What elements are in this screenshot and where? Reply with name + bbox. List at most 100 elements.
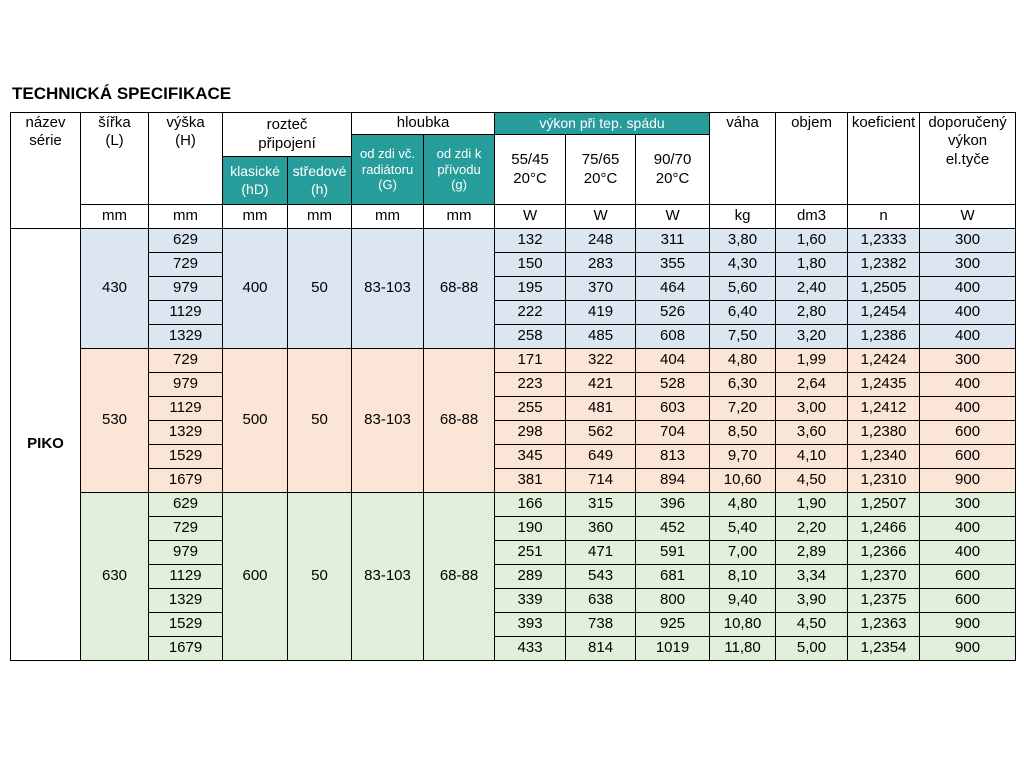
depth-supply-cell: 68-88 [423,348,496,493]
recommended-output-cell: 600 [919,444,1017,469]
pitch-classic-cell: 600 [222,492,288,661]
output-5545-cell: 289 [494,564,567,589]
weight-cell: 5,60 [709,276,777,301]
output-9070-cell: 1019 [635,636,711,661]
table-row: 729 150 283 355 4,30 1,80 1,2382 300 [11,252,1017,277]
weight-cell: 4,80 [709,348,777,373]
output-9070-cell: 355 [635,252,711,277]
output-5545-cell: 393 [494,612,567,637]
height-cell: 1129 [148,564,223,589]
height-cell: 629 [148,492,223,517]
output-7565-cell: 562 [565,420,637,445]
output-9070-cell: 704 [635,420,711,445]
recommended-output-cell: 300 [919,252,1017,277]
volume-cell: 3,34 [775,564,849,589]
pitch-center-cell: 50 [286,228,353,349]
output-5545-cell: 132 [494,228,567,253]
output-7565-cell: 471 [565,540,637,565]
output-7565-cell: 315 [565,492,637,517]
recommended-output-cell: 900 [919,468,1017,493]
weight-cell: 10,80 [709,612,777,637]
coefficient-cell: 1,2370 [847,564,921,589]
header-vyska: výška (H) [148,112,223,205]
weight-cell: 3,80 [709,228,777,253]
weight-cell: 8,50 [709,420,777,445]
header-row-2: od zdi vč. radiátoru (G) od zdi k přívod… [11,134,1016,205]
recommended-output-cell: 900 [919,636,1017,661]
pitch-center-cell: 50 [286,492,353,661]
unit-doporuceny: W [919,204,1017,229]
output-9070-cell: 603 [635,396,711,421]
output-7565-cell: 714 [565,468,637,493]
height-cell: 1129 [148,300,223,325]
header-roztec-pripojeni: rozteč připojení [221,112,353,157]
coefficient-cell: 1,2454 [847,300,921,325]
coefficient-cell: 1,2424 [847,348,921,373]
volume-cell: 1,80 [775,252,849,277]
coefficient-cell: 1,2412 [847,396,921,421]
output-7565-cell: 649 [565,444,637,469]
height-cell: 1329 [148,420,223,445]
recommended-output-cell: 600 [919,564,1017,589]
header-spad-9070: 90/70 20°C [635,134,711,205]
output-9070-cell: 925 [635,612,711,637]
depth-radiator-cell: 83-103 [351,348,425,493]
table-row: 630 629 600 50 83-103 68-88 166 315 396 4,80 1,90 1… [11,492,1017,661]
spec-table: název série šířka (L) výška (H) rozteč p… [10,112,1017,661]
coefficient-cell: 1,2366 [847,540,921,565]
output-5545-cell: 255 [494,396,567,421]
volume-cell: 1,90 [775,492,849,517]
header-klasicke: klasické (hD) [222,156,288,205]
output-7565-cell: 814 [565,636,637,661]
recommended-output-cell: 300 [919,348,1017,373]
recommended-output-cell: 600 [919,588,1017,613]
output-7565-cell: 360 [565,516,637,541]
volume-cell: 3,00 [775,396,849,421]
recommended-output-cell: 400 [919,276,1017,301]
weight-cell: 6,30 [709,372,777,397]
output-5545-cell: 339 [494,588,567,613]
volume-cell: 4,10 [775,444,849,469]
output-5545-cell: 150 [494,252,567,277]
recommended-output-cell: 400 [919,372,1017,397]
coefficient-cell: 1,2375 [847,588,921,613]
volume-cell: 3,60 [775,420,849,445]
header-stredove: středové (h) [286,156,353,205]
output-5545-cell: 190 [494,516,567,541]
weight-cell: 5,40 [709,516,777,541]
header-row-1: název série šířka (L) výška (H) rozteč p… [10,112,1017,229]
output-5545-cell: 195 [494,276,567,301]
table-row: 979 223 421 528 6,30 2,64 1,2435 400 [11,372,1017,397]
output-9070-cell: 396 [635,492,711,517]
header-objem: objem [775,112,849,205]
output-5545-cell: 345 [494,444,567,469]
output-5545-cell: 223 [494,372,567,397]
weight-cell: 7,00 [709,540,777,565]
weight-cell: 11,80 [709,636,777,661]
output-5545-cell: 258 [494,324,567,349]
volume-cell: 3,20 [775,324,849,349]
output-7565-cell: 481 [565,396,637,421]
coefficient-cell: 1,2354 [847,636,921,661]
recommended-output-cell: 600 [919,420,1017,445]
depth-supply-cell: 68-88 [423,228,496,349]
height-cell: 1529 [148,612,223,637]
height-cell: 729 [148,348,223,373]
width-cell: 430 [80,228,149,349]
weight-cell: 4,80 [709,492,777,517]
table-row: 1679 433 814 1019 11,80 5,00 1,2354 900 [11,636,1017,661]
table-row: 1129 222 419 526 6,40 2,80 1,2454 400 [11,300,1017,325]
volume-cell: 2,40 [775,276,849,301]
header-doporuceny: doporučený výkon el.tyče [919,112,1017,205]
unit-stredove: mm [286,204,353,229]
header-od-zdi-radiator: od zdi vč. radiátoru (G) [351,134,425,205]
height-cell: 1329 [148,324,223,349]
spec-table-head: název série šířka (L) výška (H) rozteč p… [10,112,1017,229]
weight-cell: 6,40 [709,300,777,325]
coefficient-cell: 1,2333 [847,228,921,253]
header-koeficient: koeficient [847,112,921,205]
height-cell: 729 [148,252,223,277]
header-sirka: šířka (L) [80,112,149,205]
coefficient-cell: 1,2310 [847,468,921,493]
